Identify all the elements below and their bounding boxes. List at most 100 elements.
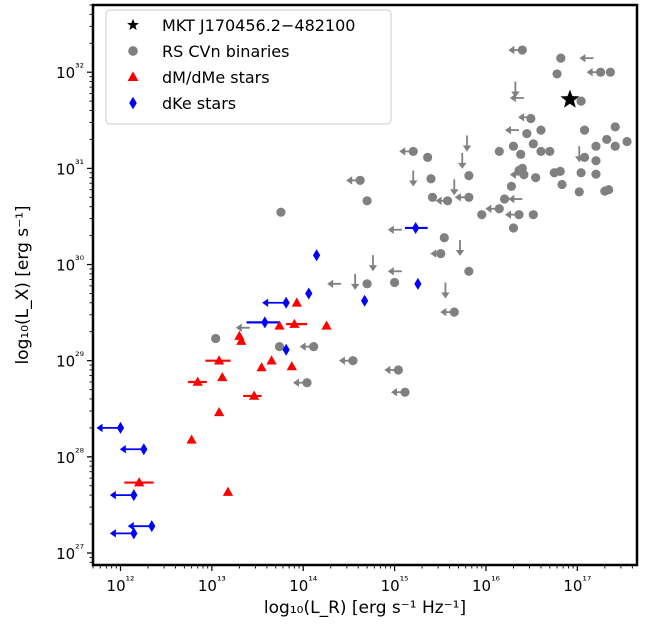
data-point-circle	[436, 248, 446, 259]
data-point-circle	[400, 387, 410, 397]
data-point-triangle	[134, 477, 145, 487]
upper-limit-arrowhead-diamond	[262, 298, 269, 307]
data-point-circle	[579, 125, 590, 135]
data-point-circle	[408, 146, 418, 157]
legend-box	[105, 9, 392, 125]
data-point-diamond	[261, 316, 269, 329]
data-point-circle	[596, 67, 606, 77]
x-tick-label: 10¹⁶	[472, 574, 501, 595]
data-point-circle	[211, 333, 221, 344]
data-point-circle	[423, 152, 433, 163]
data-point-circle	[591, 141, 601, 151]
data-point-circle	[549, 168, 559, 178]
upper-limit-arrowhead-circle	[485, 204, 492, 213]
y-tick-label: 10³²	[56, 61, 84, 82]
data-point-circle	[576, 96, 586, 106]
upper-limit-arrowhead-diamond	[127, 521, 134, 531]
data-point-circle	[439, 233, 449, 243]
data-point-circle	[591, 156, 601, 166]
data-point-circle	[477, 210, 487, 220]
upper-limit-arrowhead-circle	[455, 249, 465, 256]
data-point-triangle	[186, 434, 197, 444]
data-point-circle	[536, 125, 546, 135]
data-point-diamond	[282, 343, 290, 356]
data-point-diamond	[312, 249, 321, 262]
upper-limit-arrowhead-circle	[505, 125, 512, 135]
data-point-diamond	[148, 520, 156, 533]
legend-marker-triangle	[127, 71, 139, 81]
data-point-circle	[464, 192, 474, 202]
data-point-triangle	[321, 320, 332, 330]
data-point-circle	[531, 173, 541, 183]
legend: MKT J170456.2−482100 RS CVn binaries dM/dM…	[105, 9, 392, 125]
data-point-circle	[449, 307, 459, 317]
data-point-circle	[528, 210, 538, 220]
upper-limit-arrowhead-diamond	[109, 490, 116, 500]
upper-limit-arrowhead-circle	[387, 267, 394, 276]
upper-limit-arrowhead-diamond	[109, 529, 116, 538]
data-point-circle	[579, 152, 590, 163]
data-point-diamond	[412, 221, 420, 234]
data-point-triangle	[291, 297, 302, 307]
data-point-triangle	[266, 355, 277, 365]
legend-label: RS CVn binaries	[162, 42, 289, 61]
data-point-circle	[508, 141, 519, 151]
data-marks	[96, 45, 632, 540]
upper-limit-arrowhead-circle	[399, 147, 406, 156]
data-point-diamond	[130, 527, 138, 540]
data-point-circle	[576, 168, 586, 178]
x-tick-label: 10¹³	[198, 574, 226, 595]
data-point-circle	[516, 149, 526, 159]
y-tick-label: 10²⁹	[56, 350, 84, 371]
upper-limit-arrowhead-circle	[430, 249, 437, 258]
data-point-circle	[302, 378, 312, 388]
plot-frame	[91, 3, 639, 567]
upper-limit-arrowhead-circle	[509, 170, 516, 179]
upper-limit-arrowhead-circle	[454, 193, 461, 202]
data-point-circle	[393, 365, 403, 375]
data-point-circle	[494, 204, 504, 214]
upper-limit-arrowhead-circle	[387, 225, 394, 234]
data-point-triangle	[217, 371, 228, 382]
data-point-circle	[427, 192, 438, 202]
upper-limit-arrowhead-circle	[235, 323, 242, 332]
upper-limit-arrowhead-circle	[450, 189, 459, 196]
data-point-circle	[526, 113, 536, 124]
data-point-circle	[355, 175, 365, 185]
data-point-circle	[494, 146, 504, 157]
data-point-diamond	[282, 296, 290, 309]
x-tick-label: 10¹⁴	[289, 574, 318, 595]
legend-marker-circle	[128, 46, 138, 56]
upper-limit-arrowhead-circle	[350, 283, 360, 290]
upper-limit-arrowhead-circle	[508, 194, 515, 204]
data-point-diamond	[361, 294, 369, 307]
legend-marker-star	[127, 18, 139, 30]
y-axis-label: log₁₀(L_X) [erg s⁻¹]	[13, 205, 33, 364]
upper-limit-arrowhead-circle	[293, 378, 300, 387]
data-point-circle	[500, 194, 510, 204]
legend-label: dM/dMe stars	[162, 68, 270, 87]
data-point-circle	[309, 342, 319, 352]
data-point-circle	[517, 45, 527, 55]
legend-label: dKe stars	[162, 94, 236, 113]
y-tick-label: 10³⁰	[56, 254, 85, 275]
upper-limit-arrowhead-circle	[579, 53, 586, 63]
data-point-circle	[522, 128, 532, 139]
axis-ticks: 10¹² 10¹³ 10¹⁴ 10¹⁵ 10¹⁶ 10¹⁷ 10²⁷ 10²⁸ 10²⁹ 10³⁰…	[56, 4, 633, 595]
legend-marker-diamond	[129, 96, 137, 110]
data-point-circle	[610, 122, 620, 132]
upper-limit-arrowhead-circle	[299, 342, 306, 351]
data-point-circle	[464, 171, 474, 181]
upper-limit-arrowhead-circle	[368, 265, 378, 272]
y-tick-label: 10²⁸	[56, 446, 85, 467]
data-point-circle	[506, 181, 517, 191]
data-point-circle	[514, 165, 524, 176]
data-point-circle	[362, 279, 372, 289]
upper-limit-arrowhead-circle	[518, 113, 525, 122]
upper-limit-arrowhead-circle	[338, 356, 345, 365]
data-point-circle	[528, 139, 538, 149]
data-point-circle	[274, 342, 285, 352]
data-point-circle	[442, 196, 453, 206]
upper-limit-arrowhead-circle	[511, 91, 520, 98]
